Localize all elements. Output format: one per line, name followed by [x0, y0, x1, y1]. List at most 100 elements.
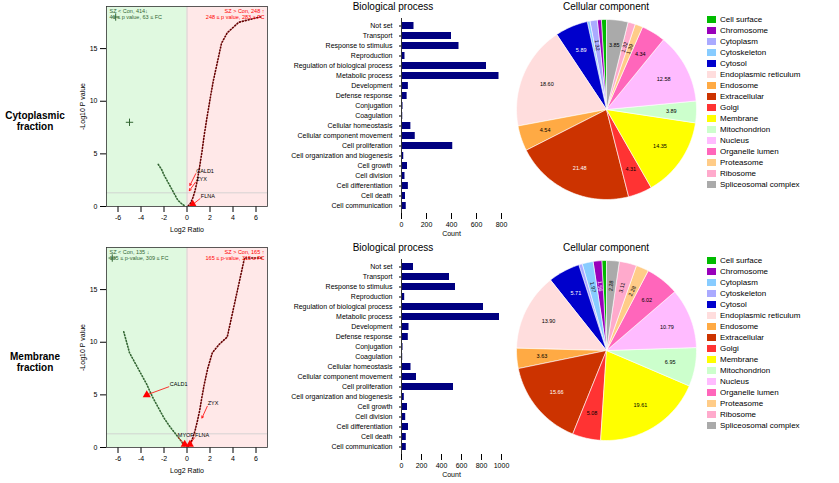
svg-text:4: 4	[231, 455, 235, 462]
svg-text:Transport: Transport	[363, 273, 393, 281]
svg-text:-4: -4	[138, 214, 144, 221]
svg-text:-6: -6	[115, 455, 121, 462]
svg-text:Cell differentiation: Cell differentiation	[337, 423, 393, 430]
svg-text:Count: Count	[442, 471, 461, 478]
svg-text:0: 0	[400, 221, 404, 228]
svg-text:Log2 Ratio: Log2 Ratio	[170, 226, 204, 234]
svg-text:3.85: 3.85	[609, 42, 620, 48]
svg-text:-6: -6	[115, 214, 121, 221]
svg-text:15: 15	[90, 45, 98, 52]
svg-text:Reproduction: Reproduction	[351, 293, 393, 301]
svg-text:4.34: 4.34	[635, 51, 646, 57]
svg-text:MYOF: MYOF	[178, 432, 195, 438]
svg-text:2.28: 2.28	[627, 285, 637, 297]
svg-text:Count: Count	[442, 230, 461, 237]
svg-text:1.97: 1.97	[589, 281, 597, 293]
svg-text:15.66: 15.66	[550, 389, 564, 395]
svg-text:Regulation of biological proce: Regulation of biological process	[294, 303, 393, 311]
svg-text:-4: -4	[138, 455, 144, 462]
svg-text:Conjugation: Conjugation	[355, 343, 392, 351]
svg-text:600: 600	[456, 462, 468, 469]
svg-text:0: 0	[400, 462, 404, 469]
svg-text:SZ < Con, 414↓41 ≤ p value, 63: SZ < Con, 414↓41 ≤ p value, 63 ≤ FC	[110, 8, 163, 19]
svg-text:Coagulation: Coagulation	[355, 353, 392, 361]
svg-text:Response to stimulus: Response to stimulus	[326, 283, 393, 291]
svg-text:600: 600	[471, 221, 483, 228]
svg-text:Cell division: Cell division	[355, 172, 392, 179]
svg-text:SZ > Con, 248 ↑248 ≤ p value,: SZ > Con, 248 ↑248 ≤ p value, 283 ≥ FC	[206, 8, 265, 19]
svg-text:4.31: 4.31	[625, 166, 636, 172]
svg-text:6.02: 6.02	[641, 297, 652, 303]
svg-text:Log2 Ratio: Log2 Ratio	[170, 467, 204, 475]
svg-text:400: 400	[436, 462, 448, 469]
svg-text:-Log10 P value: -Log10 P value	[79, 83, 87, 130]
svg-text:ZYX: ZYX	[196, 176, 207, 182]
svg-text:CALD1: CALD1	[170, 381, 188, 387]
svg-text:Cell communication: Cell communication	[331, 443, 392, 450]
svg-text:Cell division: Cell division	[355, 413, 392, 420]
svg-text:5.71: 5.71	[571, 290, 582, 296]
svg-text:Cellular component movement: Cellular component movement	[298, 373, 393, 381]
svg-text:3.63: 3.63	[537, 353, 548, 359]
svg-text:-2: -2	[161, 214, 167, 221]
svg-text:Cell proliferation: Cell proliferation	[342, 383, 393, 391]
svg-text:Cell communication: Cell communication	[331, 202, 392, 209]
svg-text:Metabolic process: Metabolic process	[336, 313, 393, 321]
svg-text:4: 4	[231, 214, 235, 221]
svg-text:0: 0	[94, 203, 98, 210]
svg-text:5.89: 5.89	[576, 47, 587, 53]
svg-text:Development: Development	[351, 82, 392, 90]
svg-text:800: 800	[476, 462, 488, 469]
svg-text:12.58: 12.58	[657, 76, 671, 82]
svg-text:6: 6	[254, 455, 258, 462]
svg-text:10.79: 10.79	[660, 324, 674, 330]
svg-text:18.60: 18.60	[540, 81, 554, 87]
svg-text:5: 5	[94, 391, 98, 398]
svg-text:Cell proliferation: Cell proliferation	[342, 142, 393, 150]
svg-text:Cellular homeostasis: Cellular homeostasis	[328, 363, 393, 370]
svg-text:Metabolic process: Metabolic process	[336, 72, 393, 80]
svg-text:200: 200	[416, 462, 428, 469]
svg-text:Reproduction: Reproduction	[351, 52, 393, 60]
svg-text:Cell death: Cell death	[361, 433, 393, 440]
svg-text:FLNA: FLNA	[201, 193, 215, 199]
svg-text:14.35: 14.35	[653, 143, 667, 149]
svg-text:Cell organization and biogenes: Cell organization and biogenesis	[291, 152, 393, 160]
svg-text:0: 0	[185, 455, 189, 462]
svg-text:CALD1: CALD1	[196, 168, 214, 174]
svg-text:2: 2	[208, 214, 212, 221]
svg-text:4.54: 4.54	[540, 127, 551, 133]
svg-text:Cell organization and biogenes: Cell organization and biogenesis	[291, 393, 393, 401]
svg-text:Response to stimulus: Response to stimulus	[326, 42, 393, 50]
svg-text:3.89: 3.89	[666, 108, 677, 114]
svg-text:Coagulation: Coagulation	[355, 112, 392, 120]
svg-text:Cell growth: Cell growth	[357, 162, 392, 170]
svg-text:Cellular component movement: Cellular component movement	[298, 132, 393, 140]
svg-text:-Log10 P value: -Log10 P value	[79, 324, 87, 371]
svg-text:ZYX: ZYX	[208, 400, 219, 406]
svg-text:Not set: Not set	[370, 22, 392, 29]
svg-text:Defense response: Defense response	[336, 333, 393, 341]
svg-text:2: 2	[208, 455, 212, 462]
svg-text:10: 10	[90, 338, 98, 345]
svg-text:1.32: 1.32	[620, 41, 629, 53]
svg-text:Cell growth: Cell growth	[357, 403, 392, 411]
svg-text:6.95: 6.95	[665, 359, 676, 365]
svg-text:Defense response: Defense response	[336, 92, 393, 100]
svg-text:15: 15	[90, 286, 98, 293]
svg-text:400: 400	[446, 221, 458, 228]
svg-text:1000: 1000	[494, 462, 510, 469]
svg-text:Cell differentiation: Cell differentiation	[337, 182, 393, 189]
svg-text:Development: Development	[351, 323, 392, 331]
svg-text:800: 800	[496, 221, 508, 228]
svg-text:Cellular homeostasis: Cellular homeostasis	[328, 122, 393, 129]
svg-text:5.08: 5.08	[587, 410, 598, 416]
svg-text:FLNA: FLNA	[195, 432, 209, 438]
svg-text:2.28: 2.28	[608, 280, 615, 291]
svg-text:0: 0	[94, 444, 98, 451]
svg-text:Not set: Not set	[370, 263, 392, 270]
svg-text:Transport: Transport	[363, 32, 393, 40]
svg-text:200: 200	[421, 221, 433, 228]
svg-text:-2: -2	[161, 455, 167, 462]
svg-text:13.90: 13.90	[542, 318, 556, 324]
